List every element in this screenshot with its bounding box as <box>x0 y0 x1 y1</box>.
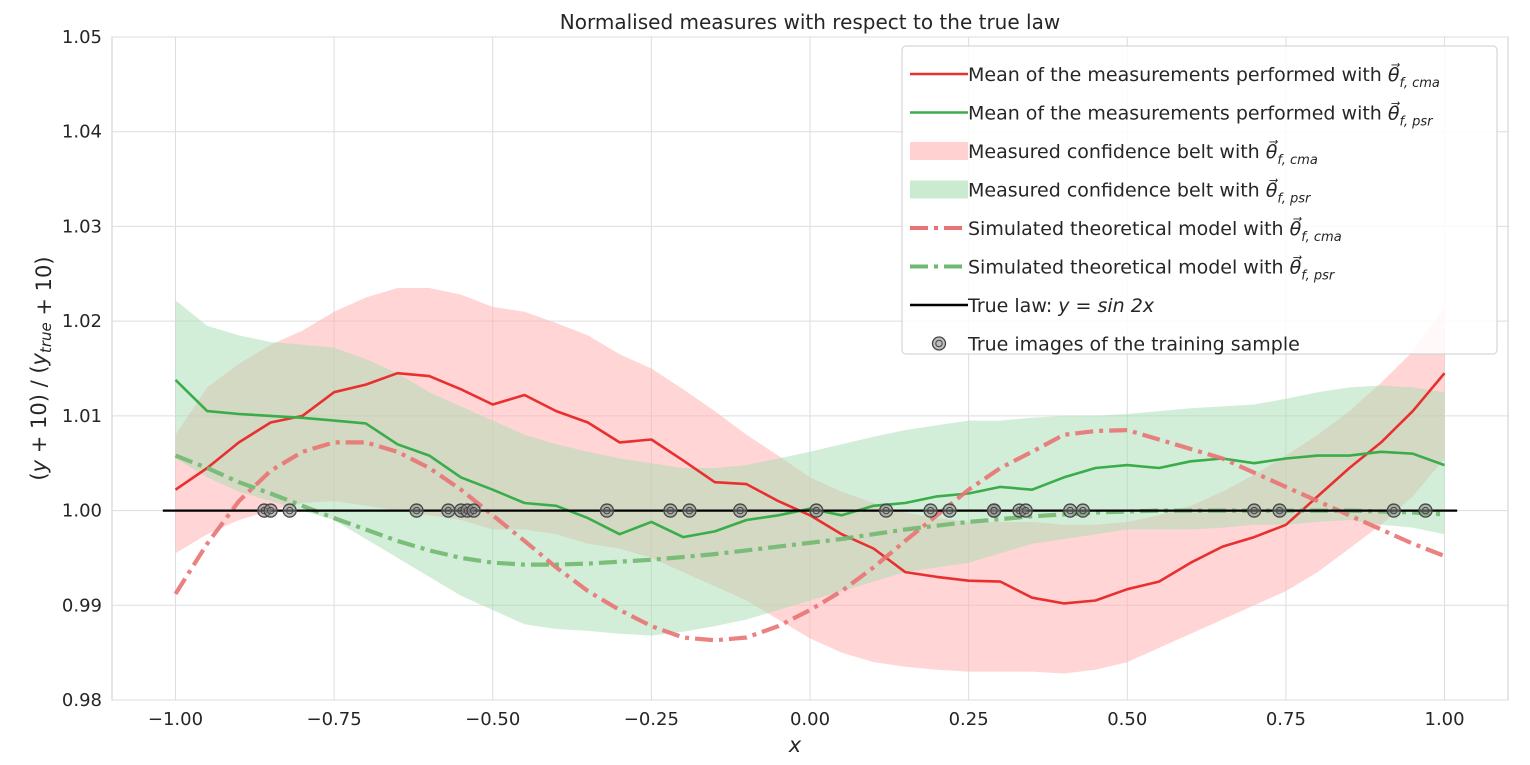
y-tick-label: 1.04 <box>62 122 102 143</box>
legend-handle-belt_psr <box>910 180 968 199</box>
training-point <box>466 503 481 518</box>
legend-label-belt_psr: Measured confidence belt with θ⃗f, psr <box>968 178 1312 206</box>
training-point-inner <box>1390 506 1398 515</box>
x-tick-label: 0.25 <box>949 709 989 730</box>
legend-handle-train_pts <box>931 336 947 351</box>
training-point <box>733 503 748 518</box>
legend-label-mean_cma: Mean of the measurements performed with … <box>968 63 1440 91</box>
y-tick-label: 1.00 <box>62 501 102 522</box>
training-point-inner <box>666 506 675 515</box>
legend-label-belt_cma: Measured confidence belt with θ⃗f, cma <box>968 140 1318 168</box>
training-point-inner <box>926 506 935 515</box>
training-point <box>1075 503 1091 518</box>
x-tick-label: 0.75 <box>1266 709 1306 730</box>
x-tick-label: 1.00 <box>1425 709 1465 730</box>
y-tick-label: 1.05 <box>62 27 102 48</box>
y-axis-label: (y + 10) / (ytrue + 10) <box>27 256 56 480</box>
confidence-belt-psr <box>175 300 1445 636</box>
training-point <box>1272 503 1287 518</box>
training-point-inner <box>469 506 478 515</box>
y-tick-label: 0.98 <box>62 690 102 711</box>
x-tick-label: −0.25 <box>624 709 679 730</box>
x-tick-label: −0.75 <box>307 709 362 730</box>
training-point-inner <box>736 506 744 515</box>
training-point <box>1418 503 1433 518</box>
training-point-inner <box>685 506 694 515</box>
training-point <box>986 503 1002 518</box>
training-point-inner <box>812 506 821 515</box>
training-point <box>923 503 938 518</box>
training-point <box>263 503 278 518</box>
training-point-inner <box>266 506 275 515</box>
training-point <box>878 503 894 518</box>
training-point-inner <box>990 506 998 515</box>
legend-label-model_psr: Simulated theoretical model with θ⃗f, ps… <box>968 255 1336 283</box>
training-point <box>682 503 697 518</box>
legend-label-true_law: True law: y = sin 2x <box>967 295 1155 317</box>
training-point-inner <box>412 506 421 515</box>
y-tick-label: 0.99 <box>62 595 102 616</box>
training-point-inner <box>1250 506 1258 515</box>
legend-label-model_cma: Simulated theoretical model with θ⃗f, cm… <box>968 217 1342 245</box>
training-point <box>809 503 824 518</box>
training-point <box>1386 503 1401 518</box>
training-point <box>942 503 957 518</box>
training-point-inner <box>1079 506 1087 515</box>
legend-handle-belt_cma <box>910 142 968 160</box>
x-axis-label: x <box>788 733 802 757</box>
x-tick-label: 0.50 <box>1107 709 1147 730</box>
training-point <box>599 503 615 518</box>
training-point-inner <box>1066 506 1074 515</box>
training-point-inner <box>1022 506 1030 515</box>
training-point-inner <box>444 506 453 515</box>
training-point-inner <box>1421 506 1430 515</box>
mean-cma-line <box>174 371 1446 605</box>
model-cma-line <box>173 428 1446 643</box>
chart-title: Normalised measures with respect to the … <box>560 10 1060 34</box>
legend-box <box>901 45 1498 355</box>
y-tick-label: 1.02 <box>62 311 102 332</box>
training-point <box>1063 503 1078 518</box>
y-tick-label: 1.03 <box>62 216 102 237</box>
training-point <box>663 503 678 518</box>
training-point <box>1247 503 1262 518</box>
training-point-inner <box>1275 506 1284 515</box>
training-point <box>282 503 297 518</box>
legend-handle-inner <box>935 339 943 348</box>
x-tick-label: −0.50 <box>465 709 520 730</box>
training-point <box>409 503 424 518</box>
x-tick-label: −1.00 <box>148 709 203 730</box>
legend-label-train_pts: True images of the training sample <box>967 334 1300 356</box>
x-tick-label: 0.00 <box>790 709 830 730</box>
training-point-inner <box>882 506 890 515</box>
training-point <box>441 503 456 518</box>
training-point-inner <box>285 506 294 515</box>
training-point-inner <box>603 506 611 515</box>
y-tick-label: 1.01 <box>62 406 102 427</box>
training-point-inner <box>945 506 954 515</box>
legend-label-mean_psr: Mean of the measurements performed with … <box>968 101 1434 129</box>
training-point <box>1018 503 1033 518</box>
legend: Mean of the measurements performed with … <box>901 45 1498 356</box>
